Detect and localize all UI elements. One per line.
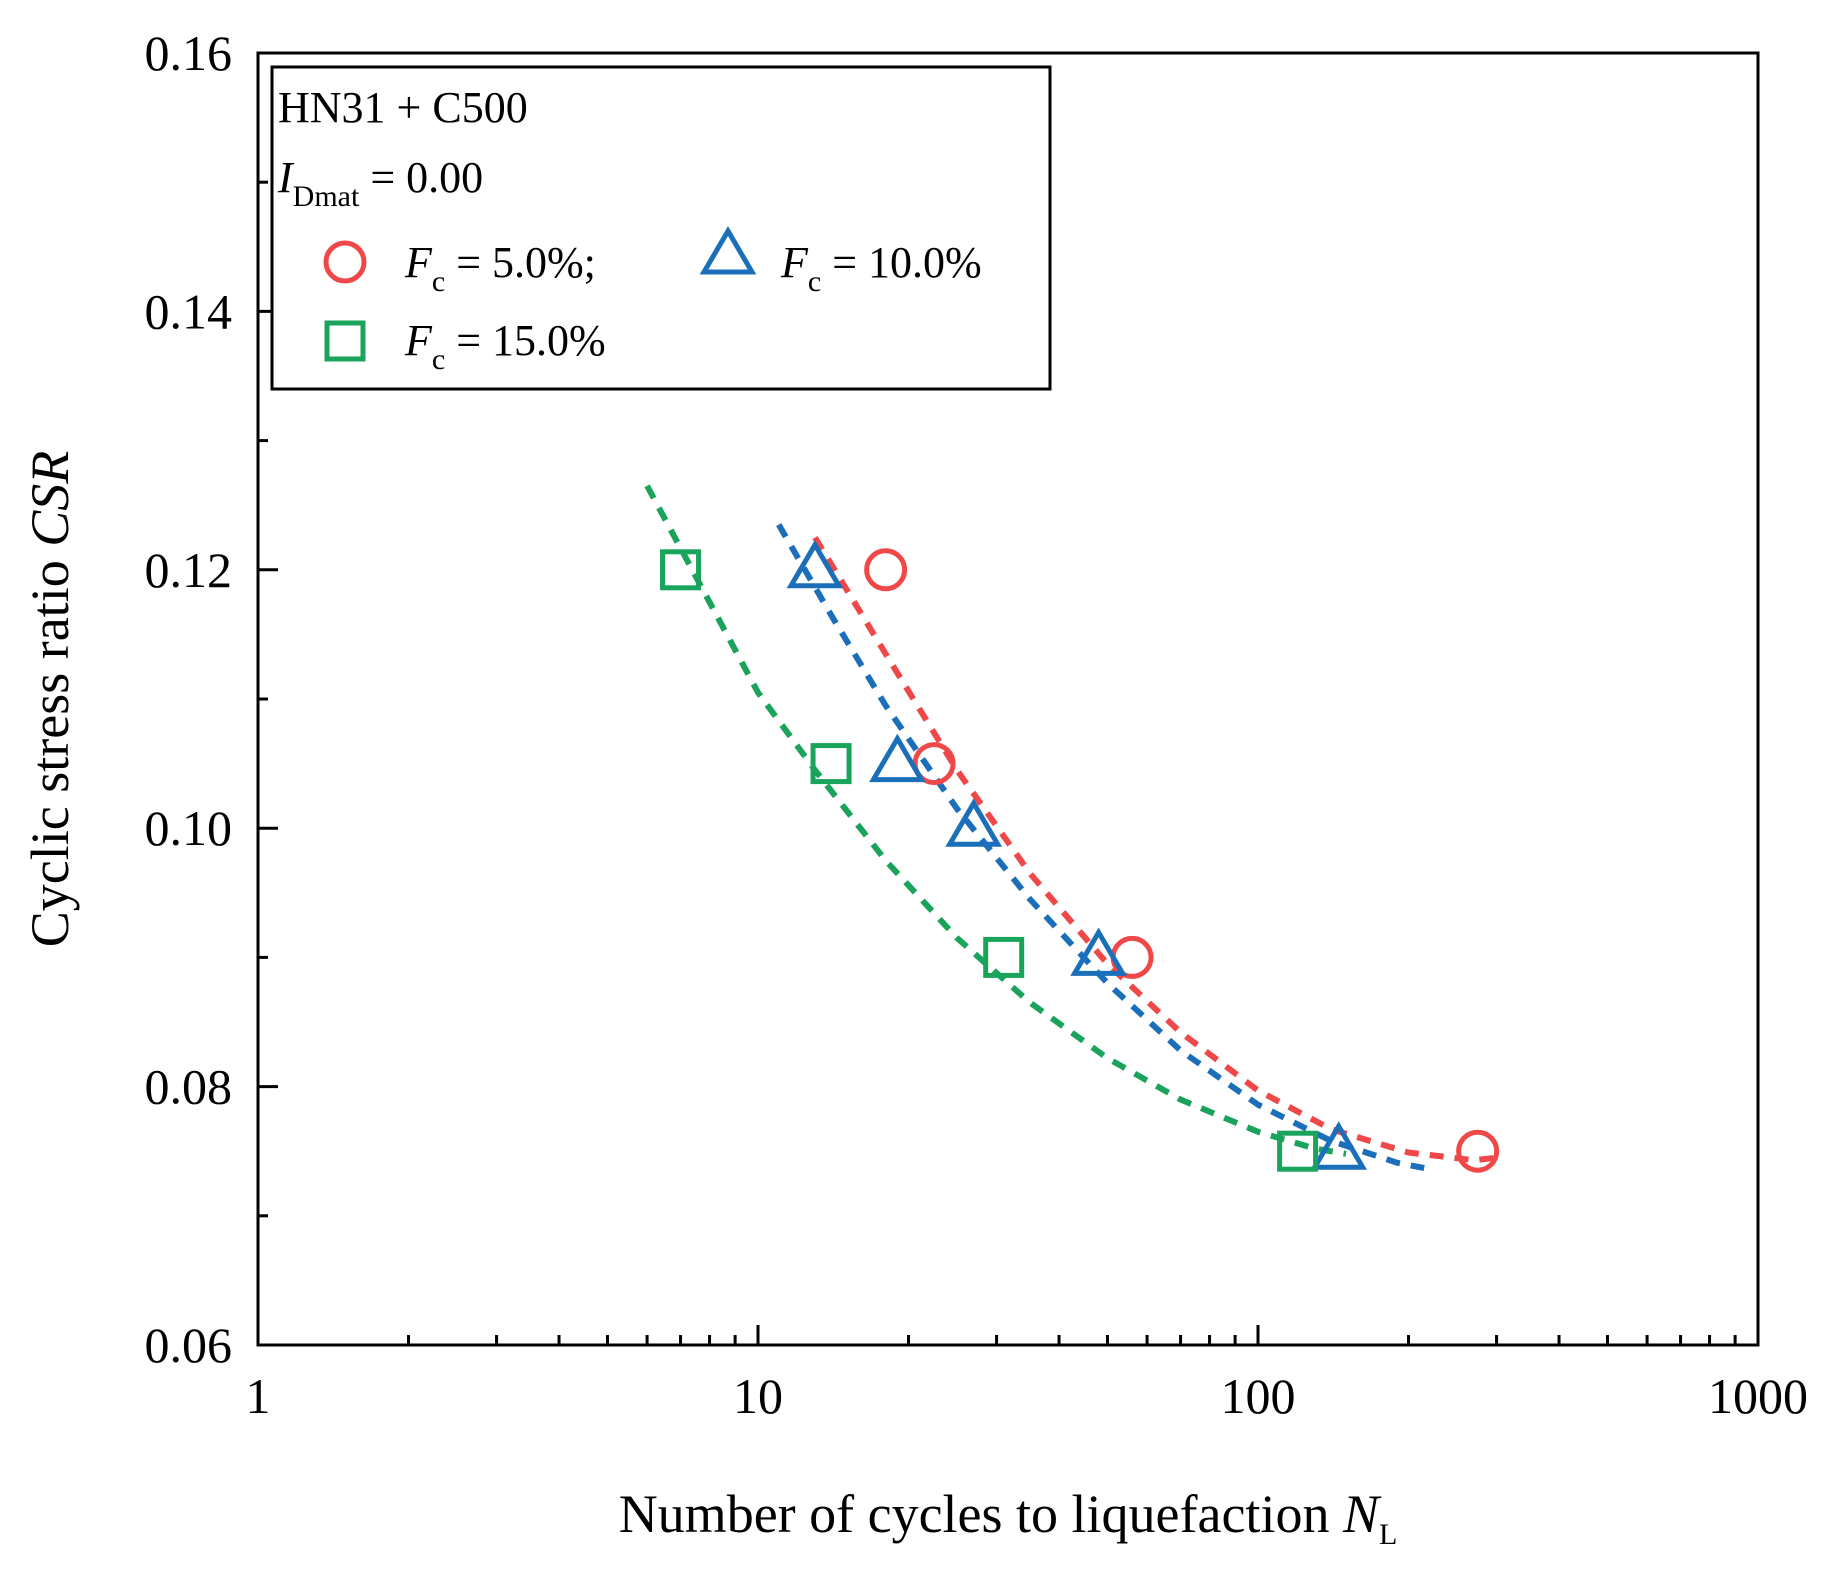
y-tick-label: 0.16 xyxy=(145,25,233,81)
legend-label-5pct: Fc = 5.0%; xyxy=(404,238,596,298)
y-tick-label: 0.06 xyxy=(145,1317,233,1373)
legend: HN31 + C500 IDmat = 0.00 Fc = 5.0%; Fc =… xyxy=(270,65,1052,391)
data-point-square xyxy=(983,936,1025,978)
data-markers xyxy=(660,539,1500,1173)
legend-label-10pct: Fc = 10.0% xyxy=(780,238,982,298)
legend-param: IDmat = 0.00 xyxy=(277,153,483,213)
x-tick-label: 100 xyxy=(1221,1368,1296,1424)
legend-title: HN31 + C500 xyxy=(278,83,528,132)
data-point-triangle xyxy=(1070,927,1127,976)
legend-marker-circle xyxy=(323,240,367,284)
data-point-circle xyxy=(912,742,956,786)
fit-curve-circle xyxy=(812,535,1497,1164)
x-tick-label: 1000 xyxy=(1708,1368,1808,1424)
data-point-triangle xyxy=(786,539,844,589)
fit-curves xyxy=(644,484,1497,1171)
data-point-square xyxy=(810,743,852,785)
y-tick-label: 0.10 xyxy=(145,800,233,856)
data-point-square xyxy=(1277,1130,1319,1172)
y-tick-label: 0.08 xyxy=(145,1059,233,1115)
x-axis-title: Number of cycles to liquefaction NL xyxy=(619,1484,1398,1551)
y-tick-label: 0.14 xyxy=(145,283,233,339)
axis-ticks xyxy=(256,51,1760,1347)
x-tick-label: 1 xyxy=(246,1368,271,1424)
legend-symbol-triangle xyxy=(699,226,757,275)
legend-marker-square xyxy=(324,320,366,362)
data-point-circle xyxy=(864,548,908,592)
data-point-triangle xyxy=(1310,1121,1368,1170)
axis-tick-labels: 1 10 100 1000 0.06 0.08 0.10 0.12 0.14 0.16 xyxy=(145,25,1809,1424)
y-tick-label: 0.12 xyxy=(145,542,233,598)
legend-box xyxy=(270,65,1052,391)
legend-symbol-circle xyxy=(323,240,367,284)
data-point-square xyxy=(660,549,702,591)
data-point-circle xyxy=(1456,1129,1500,1173)
legend-marker-triangle xyxy=(699,226,757,275)
data-point-triangle xyxy=(869,733,926,783)
legend-label-15pct: Fc = 15.0% xyxy=(404,316,606,376)
y-axis-title: Cyclic stress ratio CSR xyxy=(20,451,80,947)
legend-symbol-square xyxy=(324,320,366,362)
data-point-triangle xyxy=(945,798,1003,847)
x-tick-label: 10 xyxy=(733,1368,783,1424)
